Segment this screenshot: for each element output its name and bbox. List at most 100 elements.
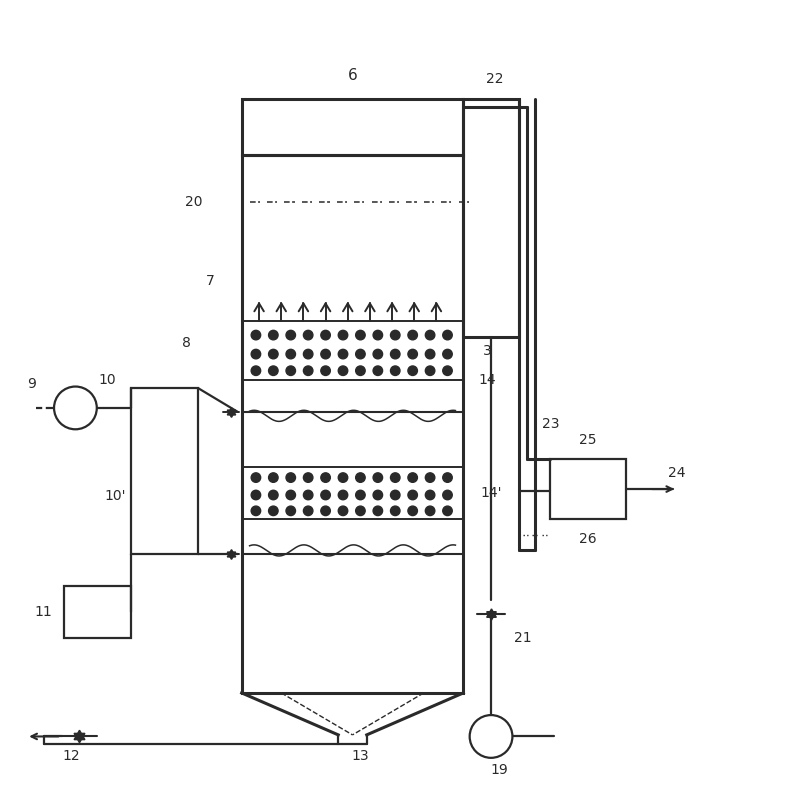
Circle shape	[321, 490, 330, 500]
Circle shape	[321, 506, 330, 515]
Circle shape	[373, 506, 382, 515]
Circle shape	[251, 330, 261, 340]
Circle shape	[286, 473, 295, 482]
Circle shape	[390, 490, 400, 500]
Circle shape	[251, 490, 261, 500]
Circle shape	[442, 330, 452, 340]
Circle shape	[470, 715, 513, 758]
Circle shape	[426, 350, 435, 359]
Circle shape	[408, 473, 418, 482]
Circle shape	[269, 473, 278, 482]
Circle shape	[54, 386, 97, 430]
Circle shape	[390, 330, 400, 340]
Circle shape	[426, 506, 435, 515]
Text: 14': 14'	[480, 486, 502, 500]
Circle shape	[251, 473, 261, 482]
Circle shape	[426, 330, 435, 340]
Bar	[63, 586, 131, 638]
Circle shape	[321, 366, 330, 375]
Circle shape	[442, 490, 452, 500]
Circle shape	[321, 350, 330, 359]
Circle shape	[269, 350, 278, 359]
Circle shape	[269, 366, 278, 375]
Circle shape	[321, 473, 330, 482]
Circle shape	[408, 490, 418, 500]
Circle shape	[286, 350, 295, 359]
Circle shape	[286, 506, 295, 515]
Circle shape	[426, 490, 435, 500]
Text: 6: 6	[348, 68, 358, 83]
Text: 7: 7	[206, 274, 214, 288]
Circle shape	[442, 366, 452, 375]
Text: 9: 9	[27, 377, 36, 391]
Circle shape	[286, 490, 295, 500]
Text: 11: 11	[35, 605, 53, 618]
Circle shape	[390, 473, 400, 482]
Circle shape	[442, 506, 452, 515]
Text: 10: 10	[98, 374, 116, 387]
Circle shape	[251, 506, 261, 515]
Circle shape	[269, 330, 278, 340]
Circle shape	[442, 473, 452, 482]
Circle shape	[356, 506, 365, 515]
Circle shape	[408, 366, 418, 375]
Circle shape	[373, 350, 382, 359]
Circle shape	[338, 330, 348, 340]
Circle shape	[373, 366, 382, 375]
Circle shape	[338, 506, 348, 515]
Text: 26: 26	[579, 531, 597, 546]
Circle shape	[321, 330, 330, 340]
Circle shape	[408, 350, 418, 359]
Circle shape	[269, 490, 278, 500]
Bar	[131, 388, 198, 554]
Text: 22: 22	[486, 72, 504, 86]
Circle shape	[442, 350, 452, 359]
Circle shape	[303, 506, 313, 515]
Circle shape	[356, 473, 365, 482]
Circle shape	[390, 366, 400, 375]
Circle shape	[269, 506, 278, 515]
Text: 21: 21	[514, 630, 531, 645]
Circle shape	[373, 473, 382, 482]
Text: 24: 24	[668, 466, 686, 480]
Circle shape	[390, 350, 400, 359]
Circle shape	[286, 330, 295, 340]
Circle shape	[390, 506, 400, 515]
Text: 10': 10'	[104, 489, 126, 503]
Bar	[550, 459, 626, 518]
Text: 14: 14	[478, 374, 496, 387]
Circle shape	[426, 366, 435, 375]
Circle shape	[338, 473, 348, 482]
Text: 8: 8	[182, 336, 190, 350]
Circle shape	[251, 350, 261, 359]
Text: 3: 3	[482, 343, 491, 358]
Circle shape	[373, 330, 382, 340]
Circle shape	[356, 350, 365, 359]
Circle shape	[338, 490, 348, 500]
Circle shape	[303, 330, 313, 340]
Circle shape	[426, 473, 435, 482]
Text: 25: 25	[579, 433, 597, 446]
Text: 19: 19	[490, 762, 508, 777]
Circle shape	[356, 330, 365, 340]
Bar	[463, 99, 518, 337]
Circle shape	[303, 473, 313, 482]
Circle shape	[338, 366, 348, 375]
Circle shape	[338, 350, 348, 359]
Circle shape	[356, 366, 365, 375]
Text: 13: 13	[352, 750, 370, 763]
Circle shape	[373, 490, 382, 500]
Bar	[242, 99, 463, 154]
Circle shape	[408, 506, 418, 515]
Text: 12: 12	[62, 750, 80, 763]
Circle shape	[303, 366, 313, 375]
Text: 20: 20	[186, 195, 203, 209]
Circle shape	[286, 366, 295, 375]
Circle shape	[408, 330, 418, 340]
Circle shape	[303, 350, 313, 359]
Circle shape	[303, 490, 313, 500]
Circle shape	[356, 490, 365, 500]
Text: 23: 23	[542, 417, 559, 430]
Bar	[242, 154, 463, 693]
Circle shape	[251, 366, 261, 375]
